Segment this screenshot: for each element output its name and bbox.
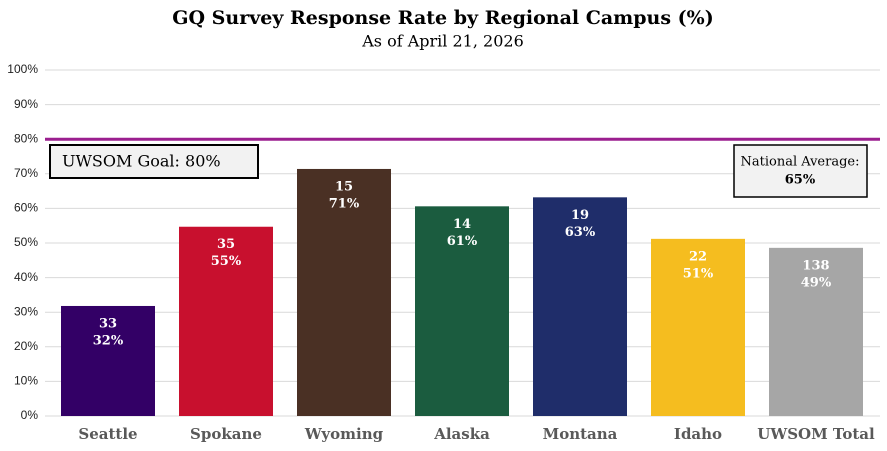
value-label: 71% (329, 196, 360, 211)
y-tick-label: 60% (14, 201, 38, 215)
goal-box (49, 144, 259, 179)
bar (297, 168, 391, 416)
value-label: 63% (565, 225, 596, 240)
value-label: 49% (801, 275, 832, 290)
count-label: 14 (453, 217, 471, 232)
bar (651, 238, 745, 416)
y-tick-label: 20% (14, 339, 38, 353)
national-label: National Average: (740, 155, 859, 170)
count-label: 35 (217, 237, 235, 252)
y-tick-label: 100% (7, 62, 38, 76)
count-label: 138 (802, 258, 829, 273)
count-label: 22 (689, 249, 707, 264)
y-tick-label: 0% (21, 408, 39, 422)
national-value: 65% (785, 173, 816, 188)
goal-label: UWSOM Goal: 80% (62, 152, 221, 171)
y-tick-label: 10% (14, 374, 38, 388)
bar (415, 206, 509, 416)
x-tick-label: Idaho (674, 425, 722, 443)
y-tick-label: 30% (14, 304, 38, 318)
x-tick-label: UWSOM Total (757, 425, 875, 443)
bars: Seattle 33 32% Spokane 35 55% Wyoming 15 71% Alas… (45, 137, 880, 443)
count-label: 19 (571, 208, 589, 223)
count-label: 33 (99, 316, 117, 331)
value-label: 51% (683, 266, 714, 281)
chart-subtitle: As of April 21, 2026 (361, 32, 524, 51)
x-tick-label: Wyoming (304, 425, 384, 443)
y-tick-label: 90% (14, 97, 38, 111)
x-tick-label: Alaska (433, 425, 490, 443)
value-label: 55% (211, 254, 242, 269)
chart-title: GQ Survey Response Rate by Regional Camp… (172, 7, 713, 29)
value-label: 61% (447, 234, 478, 249)
national-box (733, 144, 868, 198)
count-label: 15 (335, 179, 353, 194)
x-tick-label: Montana (543, 425, 618, 443)
value-label: 32% (93, 333, 124, 348)
bar (61, 305, 155, 416)
bar (533, 197, 627, 416)
bar (179, 226, 273, 416)
x-tick-label: Seattle (78, 425, 137, 443)
bar (769, 247, 863, 416)
y-tick-label: 40% (14, 270, 38, 284)
y-tick-label: 50% (14, 235, 38, 249)
x-tick-label: Spokane (190, 425, 262, 443)
y-tick-label: 70% (14, 166, 38, 180)
y-tick-label: 80% (14, 131, 38, 145)
